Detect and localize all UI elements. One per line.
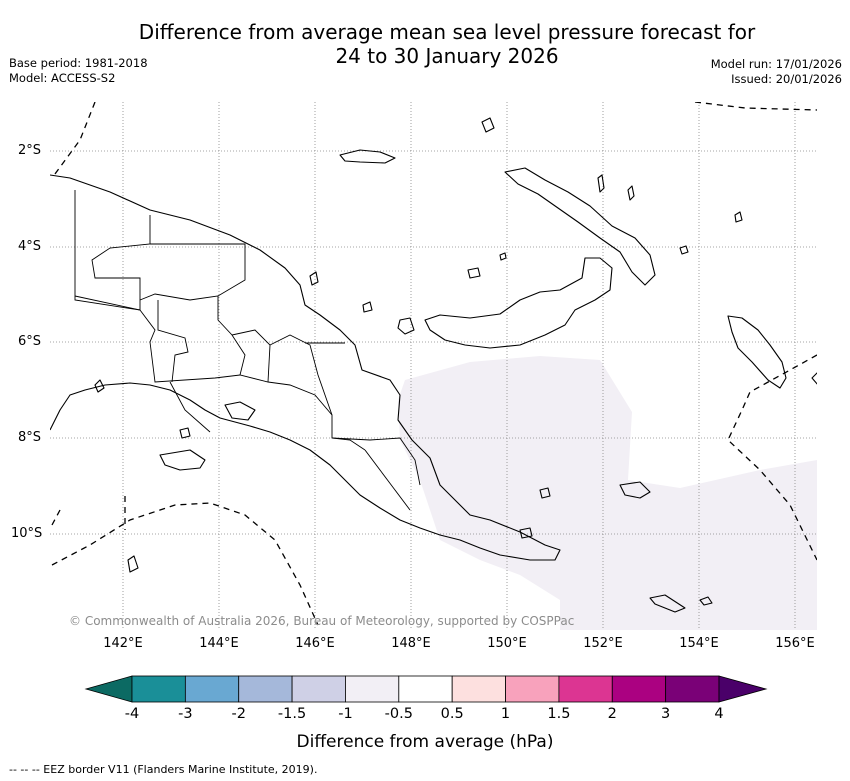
colorbar-over-arrow: [718, 675, 768, 703]
colorbar-cells: [131, 675, 720, 703]
eez-borders: [51, 102, 817, 626]
y-tick-2s: 2°S: [18, 143, 42, 158]
colorbar-tick-label: 1.5: [547, 706, 571, 722]
colorbar-title: Difference from average (hPa): [296, 732, 554, 752]
coastlines: [50, 117, 817, 613]
pressure-anomaly-shading: [398, 356, 817, 630]
colorbar-under-arrow: [84, 675, 133, 703]
colorbar-cell: [238, 675, 293, 703]
colorbar-cell: [184, 675, 240, 703]
title-line-1: Difference from average mean sea level p…: [138, 20, 756, 44]
colorbar-tick-label: -0.5: [384, 706, 413, 722]
colorbar-tick-label: -1.5: [277, 706, 307, 722]
colorbar-cell: [558, 675, 613, 703]
colorbar: [84, 675, 768, 703]
colorbar-cell: [611, 675, 667, 703]
issued-text: Issued: 20/01/2026: [731, 72, 842, 86]
x-tick-148: 148°E: [391, 636, 431, 651]
colorbar-tick-label: -1: [338, 706, 353, 722]
colorbar-cell: [505, 675, 560, 703]
model-run-text: Model run: 17/01/2026: [710, 57, 842, 71]
copyright-notice: © Commonwealth of Australia 2026, Bureau…: [69, 614, 575, 628]
colorbar-tick-label: 0.5: [440, 706, 464, 722]
model-text: Model: ACCESS-S2: [9, 71, 116, 85]
colorbar-cell: [451, 675, 506, 703]
colorbar-cell: [398, 675, 453, 703]
y-tick-8s: 8°S: [18, 430, 42, 445]
colorbar-tick-label: -4: [124, 706, 140, 722]
colorbar-cell: [345, 675, 400, 703]
title-line-2: 24 to 30 January 2026: [335, 44, 559, 68]
x-tick-156: 156°E: [775, 636, 815, 651]
colorbar-tick-label: -2: [231, 706, 246, 722]
y-tick-4s: 4°S: [18, 239, 42, 254]
x-tick-146: 146°E: [295, 636, 335, 651]
meta-right: Model run: 17/01/2026 Issued: 20/01/2026: [711, 57, 842, 87]
colorbar-tick-label: 1: [500, 706, 511, 722]
map-title: Difference from average mean sea level p…: [0, 20, 850, 68]
y-tick-10s: 10°S: [11, 526, 43, 541]
colorbar-tick-label: 3: [661, 706, 671, 722]
x-tick-150: 150°E: [487, 636, 527, 651]
base-period-text: Base period: 1981-2018: [9, 56, 148, 70]
colorbar-cell: [291, 675, 346, 703]
x-tick-152: 152°E: [583, 636, 623, 651]
graticule: [50, 102, 817, 630]
colorbar-tick-label: -3: [178, 706, 193, 722]
meta-left: Base period: 1981-2018 Model: ACCESS-S2: [9, 56, 148, 86]
x-tick-142: 142°E: [103, 636, 143, 651]
eez-legend-note: -- -- -- EEZ border V11 (Flanders Marine…: [9, 763, 318, 776]
province-borders: [74, 190, 421, 511]
colorbar-tick-label: 2: [607, 706, 617, 722]
map-area: [50, 102, 817, 630]
colorbar-cell: [665, 675, 720, 703]
x-tick-154: 154°E: [679, 636, 719, 651]
y-tick-6s: 6°S: [18, 334, 42, 349]
colorbar-cell: [131, 675, 186, 703]
x-tick-144: 144°E: [199, 636, 239, 651]
colorbar-tick-label: 4: [714, 706, 724, 722]
